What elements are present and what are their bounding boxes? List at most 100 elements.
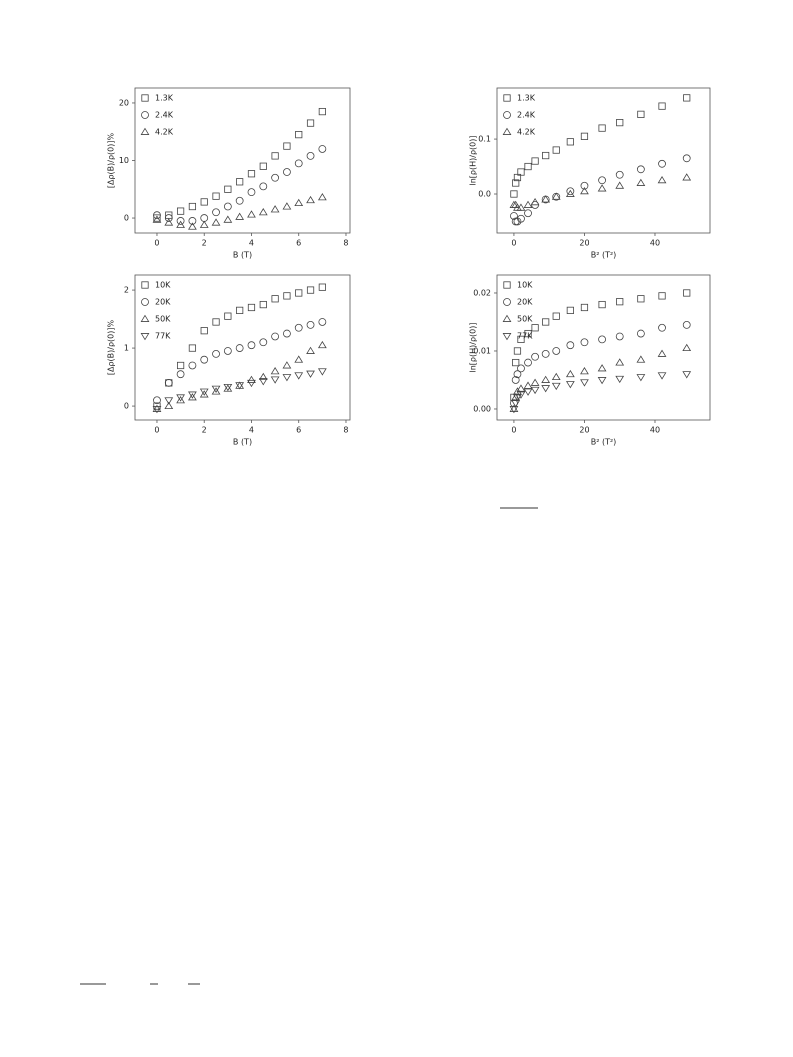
- marker: [552, 146, 560, 154]
- chart: 0 2 4 6 8 0 1 2 B (T) [Δρ(B)/ρ(0)]% 10K 20K 50K 77K: [107, 274, 351, 447]
- marker: [551, 372, 561, 381]
- legend-label: 2.4K: [155, 111, 174, 120]
- marker: [271, 152, 279, 160]
- marker: [164, 378, 173, 387]
- legend-label: 4.2K: [517, 128, 536, 137]
- chart: 0 20 40 0.00 0.01 0.02 B² (T²) ln[ρ(H)/ρ(0)] 10K…: [469, 274, 711, 447]
- marker: [682, 173, 692, 181]
- marker: [503, 111, 511, 119]
- marker: [141, 298, 149, 306]
- marker: [294, 159, 303, 168]
- legend-label: 4.2K: [155, 128, 174, 137]
- marker: [509, 404, 519, 412]
- marker: [141, 94, 149, 102]
- marker: [283, 142, 291, 150]
- marker: [580, 132, 589, 140]
- marker: [616, 298, 624, 306]
- marker: [152, 215, 162, 223]
- marker: [317, 340, 327, 349]
- marker: [615, 170, 624, 179]
- marker: [551, 192, 561, 200]
- legend-label: 50K: [155, 315, 171, 324]
- y-axis-label: [Δρ(B)/ρ(0)]%: [107, 319, 116, 375]
- marker: [318, 145, 327, 153]
- y-tick-label: 10: [119, 156, 129, 165]
- marker: [580, 186, 589, 195]
- marker: [259, 182, 268, 191]
- x-axis-label: B² (T²): [591, 438, 617, 447]
- marker: [271, 332, 280, 341]
- marker: [552, 347, 561, 355]
- marker: [294, 198, 304, 207]
- marker: [683, 289, 691, 297]
- marker: [306, 346, 315, 354]
- marker: [317, 193, 327, 201]
- marker: [658, 292, 666, 300]
- marker: [517, 335, 525, 343]
- marker: [224, 185, 232, 193]
- marker: [140, 333, 150, 341]
- marker: [542, 318, 550, 326]
- marker: [282, 374, 292, 382]
- marker: [258, 372, 268, 381]
- marker: [223, 215, 233, 223]
- marker: [153, 396, 161, 405]
- marker: [188, 344, 197, 352]
- marker: [283, 292, 291, 300]
- y-tick-label: 2: [124, 286, 129, 295]
- marker: [682, 320, 691, 329]
- marker: [598, 124, 606, 132]
- marker: [212, 208, 220, 217]
- plot-frame: [496, 87, 711, 234]
- marker: [658, 323, 666, 332]
- y-tick-label: 0: [124, 214, 129, 223]
- marker: [542, 151, 550, 160]
- marker: [658, 102, 666, 110]
- marker: [615, 358, 625, 366]
- marker: [503, 281, 511, 289]
- legend-label: 20K: [155, 298, 171, 307]
- marker: [188, 217, 197, 225]
- x-axis-label: B (T): [233, 251, 252, 260]
- marker: [258, 378, 268, 386]
- marker: [211, 218, 221, 226]
- legend-label: 1.3K: [155, 94, 174, 103]
- x-tick-label: 4: [249, 426, 254, 435]
- marker: [657, 175, 667, 184]
- marker: [247, 188, 256, 197]
- marker: [510, 190, 518, 198]
- marker: [235, 382, 245, 390]
- marker: [531, 324, 539, 332]
- marker: [524, 162, 532, 171]
- marker: [188, 202, 197, 211]
- marker: [517, 168, 525, 176]
- marker: [306, 286, 315, 294]
- marker: [541, 349, 550, 358]
- marker: [636, 178, 646, 186]
- marker: [318, 107, 326, 116]
- marker: [530, 197, 540, 206]
- marker: [259, 300, 267, 309]
- marker: [517, 364, 525, 373]
- marker: [530, 378, 540, 386]
- marker: [235, 212, 245, 220]
- marker: [176, 207, 185, 215]
- marker: [509, 406, 519, 414]
- marker: [283, 329, 291, 338]
- marker: [502, 314, 512, 322]
- plot-frame: [496, 274, 711, 421]
- marker: [512, 179, 520, 187]
- marker: [317, 368, 327, 376]
- marker: [270, 366, 280, 375]
- legend-label: 10K: [517, 281, 533, 290]
- marker: [682, 154, 691, 163]
- legend-label: 77K: [155, 332, 171, 341]
- marker: [516, 391, 526, 399]
- y-axis-label: ln[ρ(H)/ρ(0)]: [469, 323, 478, 373]
- y-tick-label: 0.02: [473, 288, 491, 297]
- x-tick-label: 6: [296, 426, 301, 435]
- marker: [212, 318, 220, 326]
- marker: [597, 364, 607, 372]
- x-tick-label: 40: [650, 426, 660, 435]
- marker: [598, 300, 606, 309]
